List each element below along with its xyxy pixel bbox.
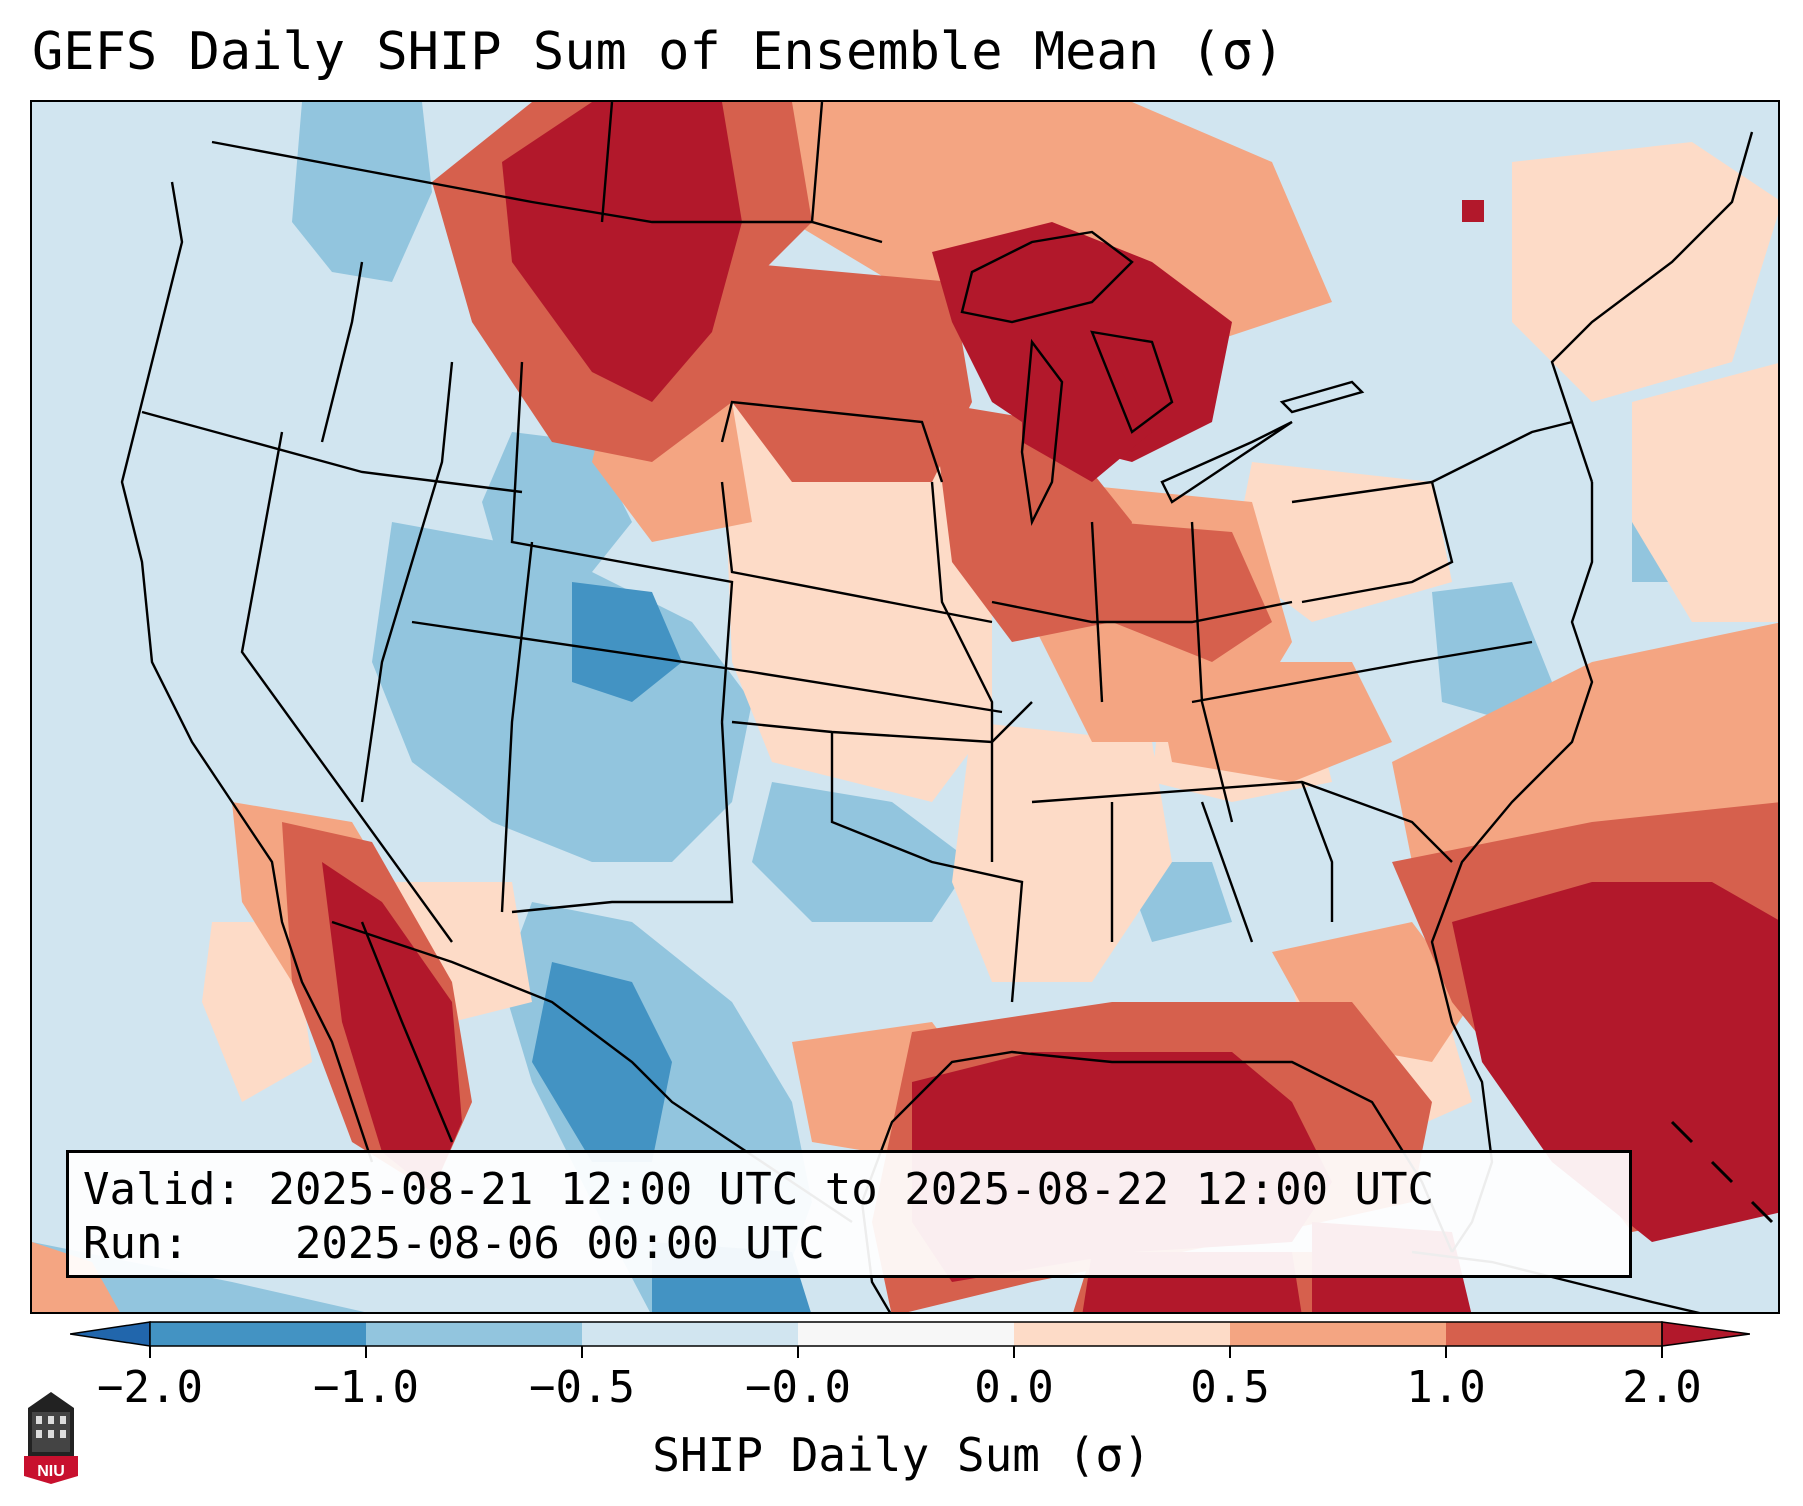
- lake-superior: [960, 230, 1134, 324]
- lake-michigan: [1020, 338, 1064, 526]
- colorbar-segment: [1446, 1322, 1662, 1346]
- valid-value: 2025-08-21 12:00 UTC to 2025-08-22 12:00…: [268, 1164, 1435, 1215]
- chart-title: GEFS Daily SHIP Sum of Ensemble Mean (σ): [32, 22, 1285, 82]
- logo-text: NIU: [37, 1463, 65, 1480]
- colorbar-extend-low: [70, 1321, 151, 1347]
- map-panel: [30, 100, 1780, 1314]
- niu-logo: NIU: [24, 1392, 78, 1484]
- colorbar-tick-label: 0.5: [1190, 1362, 1270, 1413]
- colorbar-tick-label: 1.0: [1406, 1362, 1486, 1413]
- colorbar-tick-label: −0.5: [529, 1362, 635, 1413]
- lake-huron: [1090, 330, 1174, 434]
- northeast-coastline: [1550, 131, 1754, 423]
- colorbar-extend-high: [1661, 1321, 1750, 1347]
- colorbar-segment: [798, 1322, 1014, 1346]
- pacific-coastline: [120, 181, 374, 1163]
- valid-run-info-box: Valid: 2025-08-21 12:00 UTC to 2025-08-2…: [66, 1150, 1632, 1278]
- colorbar-tick-label: −2.0: [97, 1362, 203, 1413]
- colorbar-tick-label: −1.0: [313, 1362, 419, 1413]
- colorbar-segment: [1014, 1322, 1230, 1346]
- run-label: Run:: [83, 1218, 189, 1269]
- run-value: 2025-08-06 00:00 UTC: [294, 1218, 825, 1269]
- anomaly-map: [32, 102, 1778, 1312]
- valid-label: Valid:: [83, 1164, 242, 1215]
- colorbar-segment: [1230, 1322, 1446, 1346]
- lake-ontario: [1279, 380, 1365, 414]
- colorbar-segment: [582, 1322, 798, 1346]
- colorbar-tick-label: 0.0: [974, 1362, 1054, 1413]
- colorbar-tick-label: 2.0: [1622, 1362, 1702, 1413]
- lake-erie: [1160, 420, 1293, 504]
- colorbar: [70, 1321, 1750, 1358]
- us-canada-border: [211, 140, 883, 244]
- colorbar-segment: [150, 1322, 366, 1346]
- colorbar-segment: [366, 1322, 582, 1346]
- colorbar-tick-label: −0.0: [745, 1362, 851, 1413]
- colorbar-label: SHIP Daily Sum (σ): [652, 1428, 1151, 1482]
